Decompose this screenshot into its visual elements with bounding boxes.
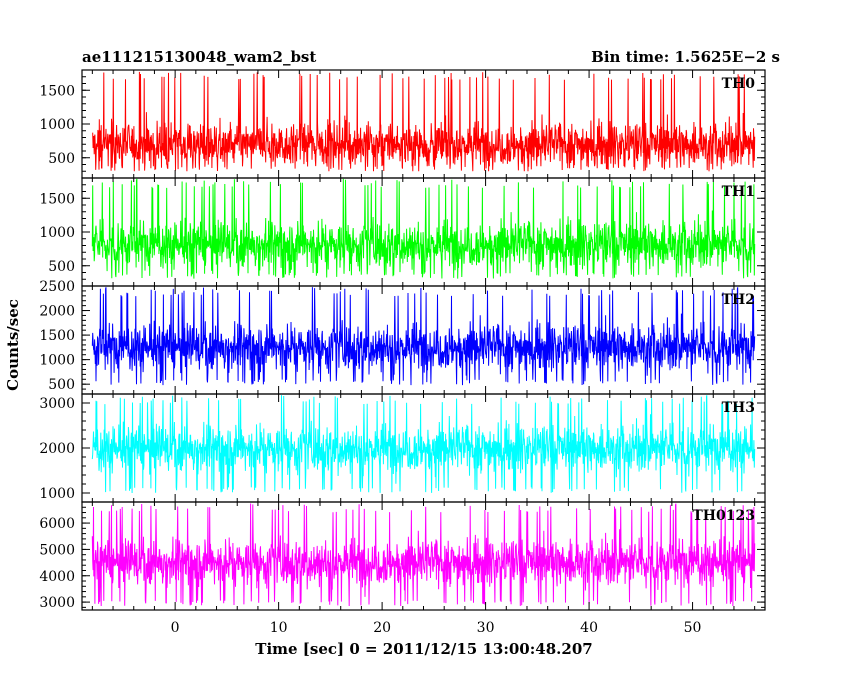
series-trace-th1	[91, 178, 756, 279]
x-tick-label: 10	[270, 620, 288, 636]
panel-label: TH1	[722, 184, 755, 200]
y-tick-label: 1500	[39, 191, 75, 207]
chart-title-left: ae111215130048_wam2_bst	[82, 48, 316, 66]
y-tick-label: 500	[48, 151, 75, 167]
x-axis: 0 10 20 30 40 50	[171, 620, 702, 636]
x-tick-label: 30	[477, 620, 495, 636]
y-tick-label: 3000	[39, 396, 75, 412]
panel-th0: 500 1000 1500 TH0	[39, 69, 766, 179]
y-tick-label: 1000	[39, 117, 75, 133]
y-axis-label: Counts/sec	[4, 299, 22, 391]
series-trace-th0123	[91, 503, 756, 607]
panel-label: TH0123	[692, 508, 755, 524]
x-tick-label: 0	[171, 620, 180, 636]
panel-th1: 500 1000 1500 TH1	[39, 177, 766, 287]
y-tick-label: 2500	[39, 279, 75, 295]
panel-th0123: 3000 4000 5000 6000 TH0123	[39, 501, 766, 611]
y-tick-label: 4000	[39, 569, 75, 585]
panel-label: TH3	[722, 400, 755, 416]
chart-title-right: Bin time: 1.5625E−2 s	[591, 48, 780, 66]
series-trace-th2	[91, 287, 756, 386]
y-tick-label: 1000	[39, 225, 75, 241]
series-trace-th3	[91, 395, 756, 494]
x-tick-label: 50	[684, 620, 702, 636]
y-tick-label: 2000	[39, 441, 75, 457]
y-tick-label: 1500	[39, 83, 75, 99]
y-tick-label: 5000	[39, 542, 75, 558]
x-tick-label: 40	[580, 620, 598, 636]
y-tick-label: 1500	[39, 328, 75, 344]
x-axis-label: Time [sec] 0 = 2011/12/15 13:00:48.207	[255, 640, 592, 658]
panels-group: 500 1000 1500 TH0 500 1000 1500 TH1 500 1000 1500 2…	[39, 69, 766, 611]
panel-label: TH2	[722, 292, 755, 308]
y-tick-label: 500	[48, 377, 75, 393]
y-tick-label: 3000	[39, 595, 75, 611]
series-trace-th0	[92, 71, 756, 172]
y-tick-label: 1000	[39, 486, 75, 502]
panel-label: TH0	[722, 76, 756, 92]
x-tick-label: 20	[373, 620, 391, 636]
y-tick-label: 500	[48, 259, 75, 275]
panel-th2: 500 1000 1500 2000 2500 TH2	[39, 279, 766, 395]
y-tick-label: 6000	[39, 516, 75, 532]
y-tick-label: 1000	[39, 353, 75, 369]
panel-th3: 1000 2000 3000 TH3	[39, 393, 766, 503]
y-tick-label: 2000	[39, 304, 75, 320]
